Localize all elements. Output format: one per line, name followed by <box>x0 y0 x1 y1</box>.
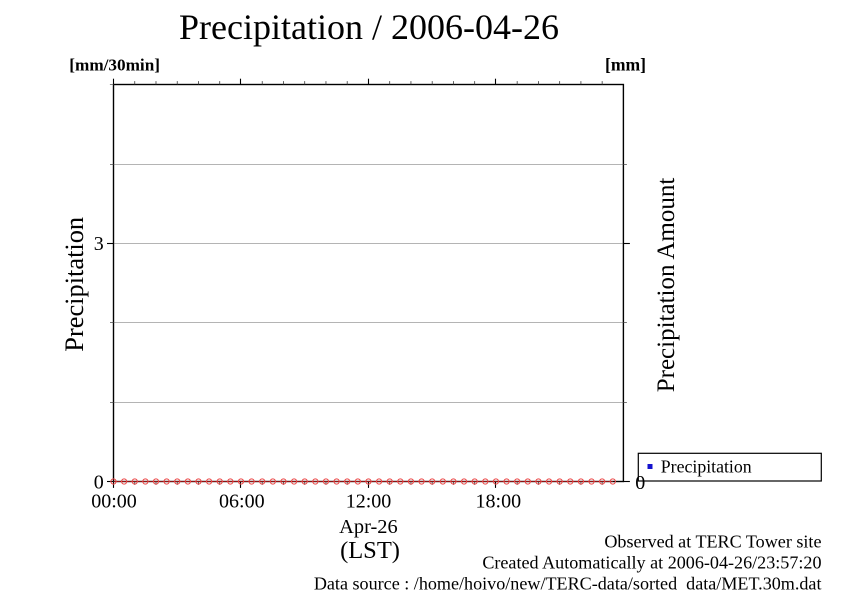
svg-text:06:00: 06:00 <box>219 491 265 513</box>
svg-text:Precipitation: Precipitation <box>59 217 89 352</box>
svg-text:18:00: 18:00 <box>476 491 522 513</box>
svg-text:Created Automatically at 2006-: Created Automatically at 2006-04-26/23:5… <box>482 553 821 573</box>
svg-text:Precipitation: Precipitation <box>661 456 752 476</box>
svg-text:0: 0 <box>635 472 645 494</box>
svg-text:[mm]: [mm] <box>605 54 646 74</box>
svg-text:Precipitation Amount: Precipitation Amount <box>653 178 680 393</box>
svg-text:[mm/30min]: [mm/30min] <box>69 55 160 74</box>
svg-text:Precipitation / 2006-04-26: Precipitation / 2006-04-26 <box>179 7 559 47</box>
svg-text:3: 3 <box>94 233 104 255</box>
svg-text:12:00: 12:00 <box>346 491 392 513</box>
svg-text:Data source : /home/hoivo/new/: Data source : /home/hoivo/new/TERC-data/… <box>314 574 822 594</box>
svg-text:Apr-26: Apr-26 <box>339 516 397 538</box>
svg-text:Observed at TERC Tower site: Observed at TERC Tower site <box>604 531 821 551</box>
svg-text:(LST): (LST) <box>340 537 400 564</box>
svg-text:0: 0 <box>94 471 104 493</box>
svg-text:00:00: 00:00 <box>91 491 137 513</box>
